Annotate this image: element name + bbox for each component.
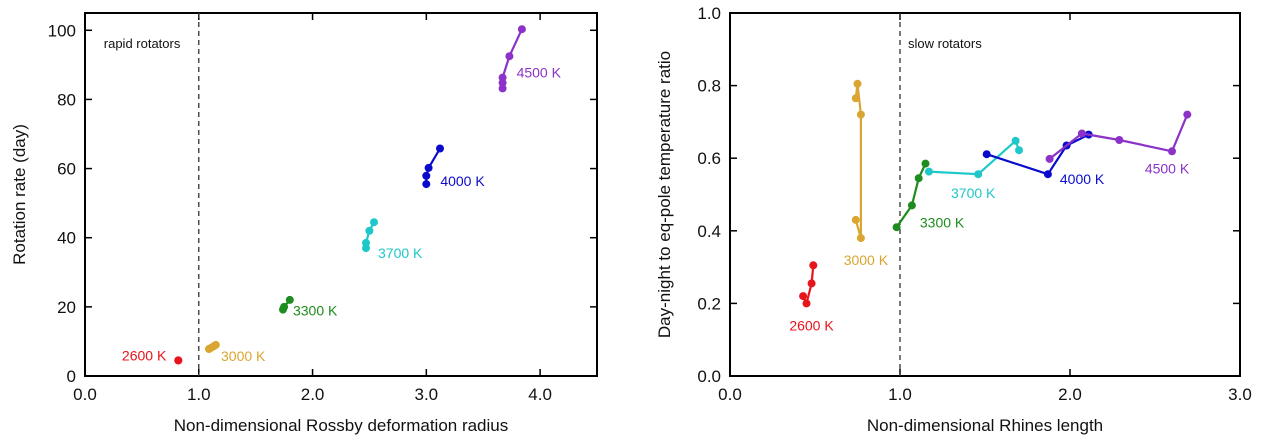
chart-1-data-point-3-3 [370,218,378,227]
chart-1-data-point-3-2 [365,226,374,235]
chart-2-data-point-5-0 [1045,154,1054,163]
chart-2-data-point-0-3 [809,261,818,270]
chart-1-reference-label: rapid rotators [104,36,181,51]
chart-2-data-point-3-2 [1011,136,1020,145]
chart-1-series-label-2: 3300 K [293,303,338,319]
chart-2-series-label-0: 2600 K [789,317,834,333]
chart-1-data-point-5-3 [505,52,514,61]
chart-2-x-tick-label: 2.0 [1058,385,1082,404]
chart-1-series-line-4 [425,147,441,185]
chart-2-data-point-5-4 [1183,110,1192,119]
chart-1-data-point-3-1 [362,238,370,247]
chart-2-x-tick-label: 1.0 [888,385,912,404]
chart-1-x-tick-label: 2.0 [301,385,325,404]
chart-2-data-point-5-2 [1115,136,1124,144]
chart-1-data-point-4-2 [424,163,433,172]
chart-1-data-point-4-0 [422,180,431,189]
chart-2-data-point-0-1 [802,299,811,308]
chart-1-plot-frame [84,12,598,377]
chart-1-y-tick-label: 0 [67,367,76,386]
chart-2-series-label-3: 3700 K [951,185,996,201]
chart-1-y-tick-label: 20 [57,298,76,317]
chart-1-x-tick-label: 4.0 [528,385,552,404]
chart-2-y-tick-label: 0.4 [697,222,721,241]
chart-2-data-point-0-2 [807,279,816,288]
chart-1-data-point-5-4 [517,25,526,34]
chart-1-data-point-1-3 [211,340,220,349]
chart-2-data-point-4-1 [1043,170,1052,179]
chart-2-y-axis-label: Day-night to eq-pole temperature ratio [655,51,674,338]
chart-1-x-tick-label: 0.0 [73,385,97,404]
chart-2-data-point-1-3 [856,234,865,243]
chart-1-data-point-5-0 [498,84,507,93]
chart-1-series-label-0: 2600 K [122,347,167,363]
chart-2-y-tick-label: 0.8 [697,77,721,96]
chart-2-y-tick-label: 0.6 [697,149,721,168]
chart-1-y-tick-label: 60 [57,160,76,179]
chart-1-y-tick-label: 80 [57,90,76,109]
chart-2-series-label-2: 3300 K [920,214,965,230]
chart-2-series-line-3 [928,139,1021,176]
chart-1-y-tick-label: 40 [57,229,76,248]
chart-1-x-axis-label: Non-dimensional Rossby deformation radiu… [174,416,509,435]
chart-2-data-point-2-1 [907,201,916,210]
chart-2-series-line-0 [802,265,815,305]
chart-2-data-point-1-2 [856,110,865,119]
chart-2-series-label-1: 3000 K [844,252,889,268]
chart-2-x-axis-label: Non-dimensional Rhines length [867,416,1103,435]
chart-2-data-point-3-3 [1015,146,1023,155]
chart-2-series-line-2 [895,163,927,228]
chart-2-data-point-2-0 [892,223,901,232]
chart-2-y-tick-label: 1.0 [697,4,721,23]
chart-2-data-point-5-1 [1077,129,1086,138]
chart-1-y-tick-label: 100 [48,21,76,40]
chart-2-x-tick-label: 0.0 [718,385,742,404]
chart-2-data-point-0-0 [799,292,808,301]
chart-1-series-label-5: 4500 K [517,65,562,81]
chart-1-series-label-4: 4000 K [440,173,485,189]
chart-2-data-point-1-1 [853,79,862,88]
chart-1-data-point-5-2 [498,73,507,82]
chart-2-data-point-5-3 [1168,147,1176,156]
chart-1-data-point-4-1 [422,171,431,180]
chart-2-data-point-3-0 [924,167,933,176]
chart-2-reference-label: slow rotators [908,36,982,51]
chart-1-data-point-2-2 [285,295,294,304]
chart-1-series-label-1: 3000 K [221,348,266,364]
chart-2-series-line-1 [854,82,863,240]
chart-2-plot-frame [729,12,1241,377]
chart-1-x-tick-label: 1.0 [187,385,211,404]
chart-2-data-point-2-3 [921,159,930,168]
chart-2-series-label-4: 4000 K [1060,171,1105,187]
chart-1-series-label-3: 3700 K [378,245,423,261]
chart-2-data-point-3-1 [974,170,983,179]
chart-1-y-axis-label: Rotation rate (day) [10,124,29,265]
chart-2-data-point-2-2 [914,174,923,183]
chart-2-data-point-1-0 [851,94,860,103]
chart-1-x-tick-label: 3.0 [415,385,439,404]
chart-2-data-point-1-4 [851,215,860,224]
chart-2-y-tick-label: 0.2 [697,294,721,313]
chart-1-data-point-2-1 [280,302,289,311]
chart-2-data-point-4-0 [982,150,991,159]
chart-2-x-tick-label: 3.0 [1228,385,1252,404]
chart-2-series-label-5: 4500 K [1145,160,1190,176]
chart-1-data-point-0-1 [174,356,183,365]
chart-2-series-line-4 [986,133,1090,176]
chart-1-data-point-4-3 [436,144,444,153]
chart-2-y-tick-label: 0.0 [697,367,721,386]
